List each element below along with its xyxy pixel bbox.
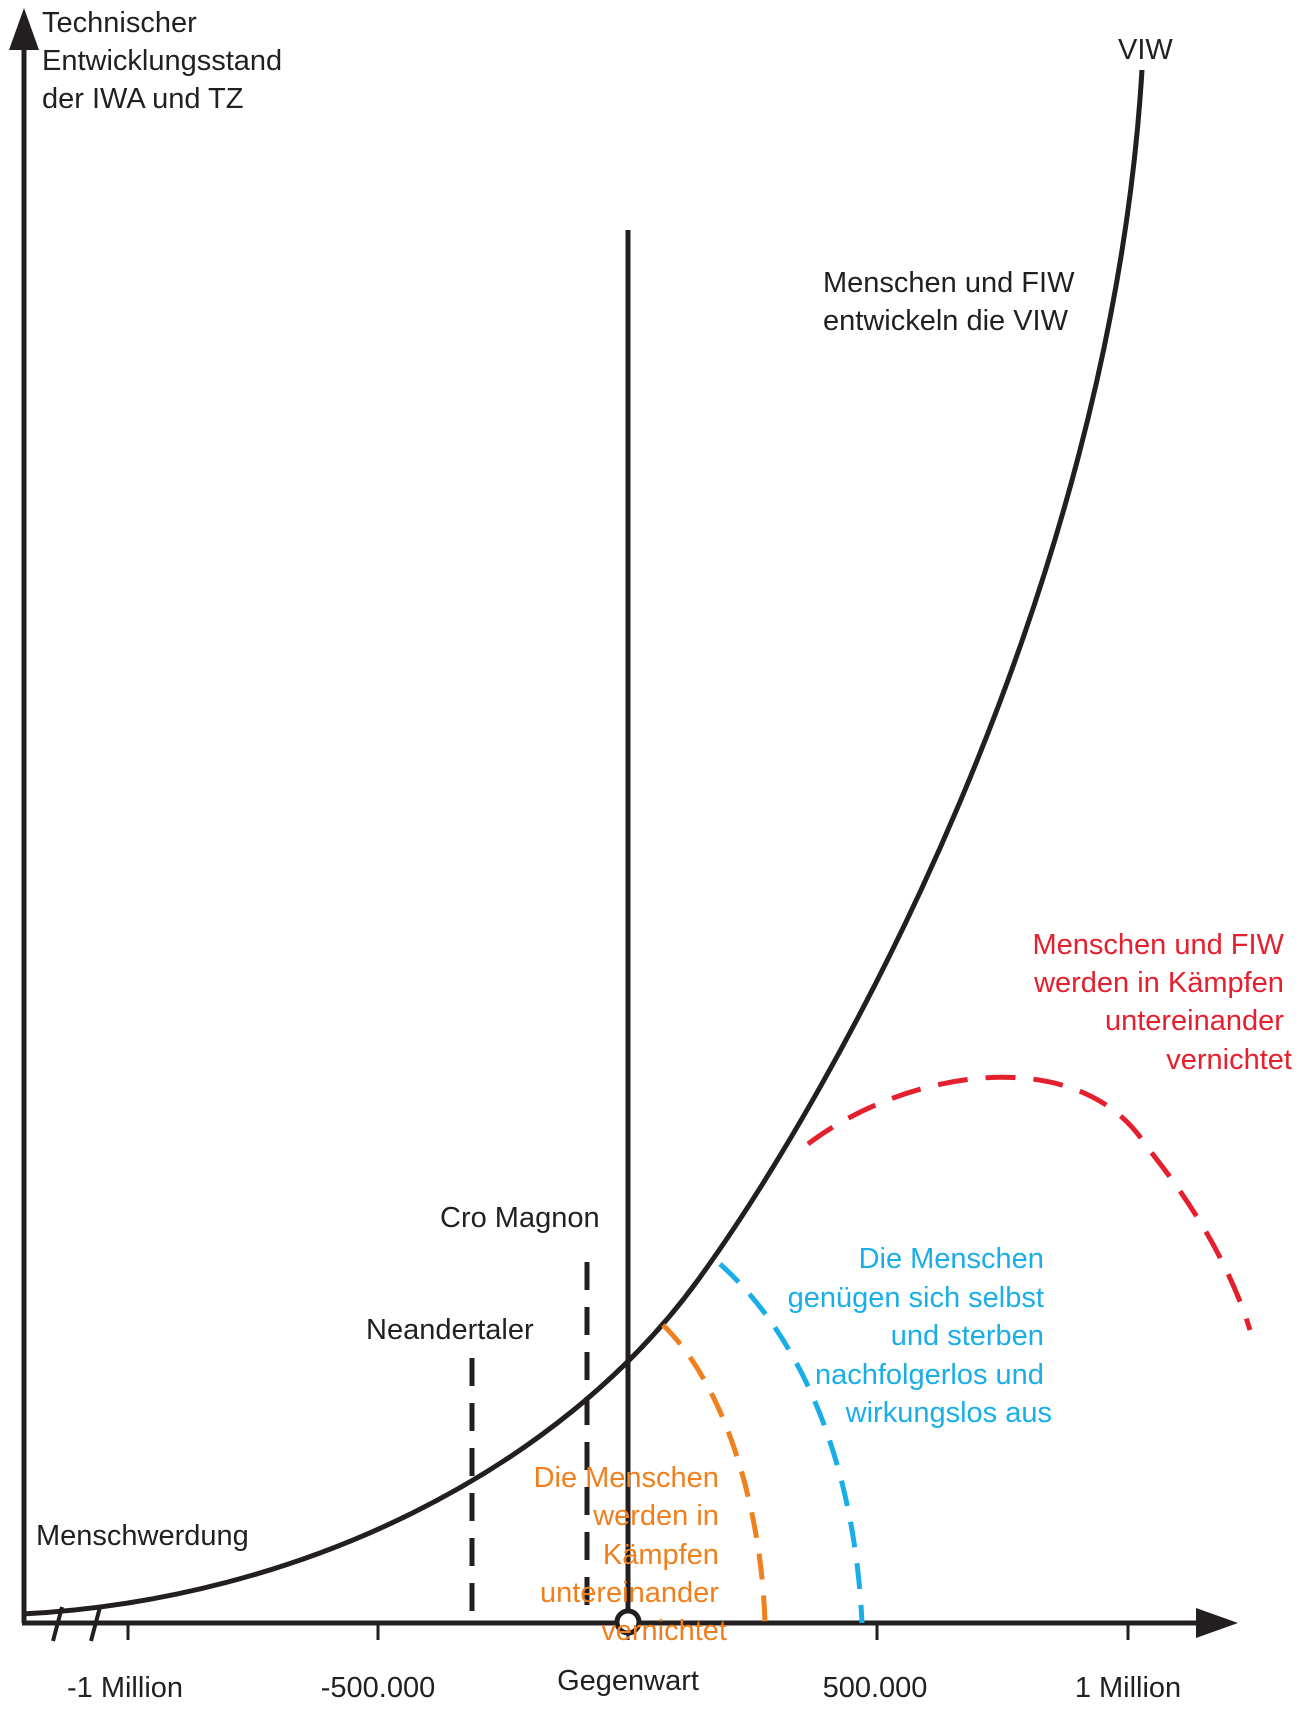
blue-scenario-line-2: genügen sich selbst xyxy=(788,1282,1044,1314)
orange-scenario-line-2: werden in xyxy=(592,1500,719,1532)
orange-scenario-line-1: Die Menschen xyxy=(534,1462,719,1494)
x-tick-label-2: -500.000 xyxy=(321,1672,436,1704)
axis-break-mark-2 xyxy=(89,1606,102,1642)
blue-scenario-label: Die Menschen genügen sich selbst und ste… xyxy=(788,1243,1052,1429)
develop-label: Menschen und FIW entwickeln die VIW xyxy=(823,267,1083,337)
blue-scenario-line-3: und sterben xyxy=(891,1320,1044,1352)
axes xyxy=(9,8,1238,1642)
blue-scenario-line-1: Die Menschen xyxy=(859,1243,1044,1275)
x-tick-label-3: Gegenwart xyxy=(557,1665,699,1697)
orange-scenario-label: Die Menschen werden in Kämpfen untereina… xyxy=(534,1462,727,1647)
y-axis-title: Technischer Entwicklungsstand der IWA un… xyxy=(42,7,290,115)
red-scenario-label: Menschen und FIW werden in Kämpfen unter… xyxy=(1032,929,1292,1076)
blue-scenario-line-4: nachfolgerlos und xyxy=(815,1359,1044,1391)
x-tick-label-1: -1 Million xyxy=(67,1672,183,1704)
y-axis-title-line-3: der IWA und TZ xyxy=(42,83,243,115)
x-axis-arrow xyxy=(1196,1608,1238,1638)
red-scenario-arc xyxy=(806,1074,1253,1331)
cro-magnon-label: Cro Magnon xyxy=(440,1202,600,1234)
red-scenario-line-4: vernichtet xyxy=(1166,1044,1292,1076)
orange-scenario-line-3: Kämpfen xyxy=(603,1539,719,1571)
y-axis-title-line-2: Entwicklungsstand xyxy=(42,45,282,77)
red-scenario-line-1: Menschen und FIW xyxy=(1032,929,1284,961)
blue-scenario-line-5: wirkungslos aus xyxy=(845,1397,1052,1429)
develop-label-line-1: Menschen und FIW xyxy=(823,267,1075,299)
red-scenario-line-3: untereinander xyxy=(1105,1005,1284,1037)
neandertaler-label: Neandertaler xyxy=(366,1314,534,1346)
present-marker xyxy=(614,1608,642,1636)
orange-scenario-line-5: vernichtet xyxy=(601,1615,727,1647)
menschwerdung-label: Menschwerdung xyxy=(36,1520,249,1552)
orange-scenario-line-4: untereinander xyxy=(540,1577,719,1609)
x-tick-label-4: 500.000 xyxy=(823,1672,928,1704)
x-tick-label-5: 1 Million xyxy=(1075,1672,1181,1704)
develop-label-line-2: entwickeln die VIW xyxy=(823,305,1069,337)
y-axis-title-line-1: Technischer xyxy=(42,7,197,39)
blue-scenario-arc xyxy=(718,1262,865,1624)
red-scenario-line-2: werden in Kämpfen xyxy=(1033,967,1284,999)
development-curve xyxy=(21,69,1145,1617)
viw-label: VIW xyxy=(1118,34,1173,66)
y-axis-arrow xyxy=(9,8,39,50)
